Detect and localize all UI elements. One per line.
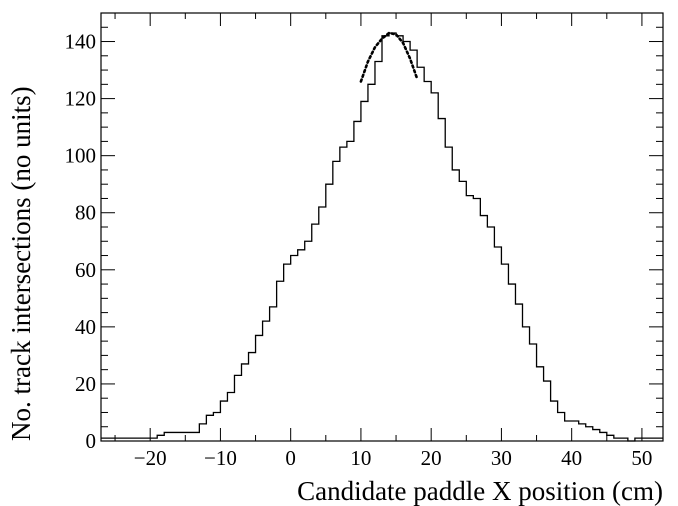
series-layer [101, 31, 663, 442]
y-tick-label: 100 [65, 144, 97, 168]
fit-curve-dotted [359, 31, 419, 83]
x-tick-label: 30 [491, 446, 512, 470]
y-axis-ticks: 0 20 40 60 80 100 120 140 [65, 26, 663, 453]
y-tick-label: 140 [65, 30, 97, 54]
y-tick-label: 60 [75, 258, 96, 282]
y-tick-label: 0 [86, 429, 97, 453]
x-axis-ticks: −20 −10 0 10 20 30 40 50 [114, 13, 652, 470]
x-tick-label: −20 [134, 446, 167, 470]
x-tick-label: −10 [204, 446, 237, 470]
plot-frame [100, 12, 664, 442]
y-tick-label: 80 [75, 201, 96, 225]
y-tick-label: 40 [75, 315, 96, 339]
y-tick-label: 20 [75, 372, 96, 396]
y-axis-title: No. track intersections (no units) [6, 86, 36, 441]
x-axis-title: Candidate paddle X position (cm) [297, 476, 663, 506]
y-tick-label: 120 [65, 87, 97, 111]
x-tick-label: 20 [421, 446, 442, 470]
x-tick-label: 0 [285, 446, 296, 470]
x-tick-label: 50 [631, 446, 652, 470]
histogram-step-line [101, 32, 663, 442]
x-tick-label: 40 [561, 446, 582, 470]
x-tick-label: 10 [350, 446, 371, 470]
